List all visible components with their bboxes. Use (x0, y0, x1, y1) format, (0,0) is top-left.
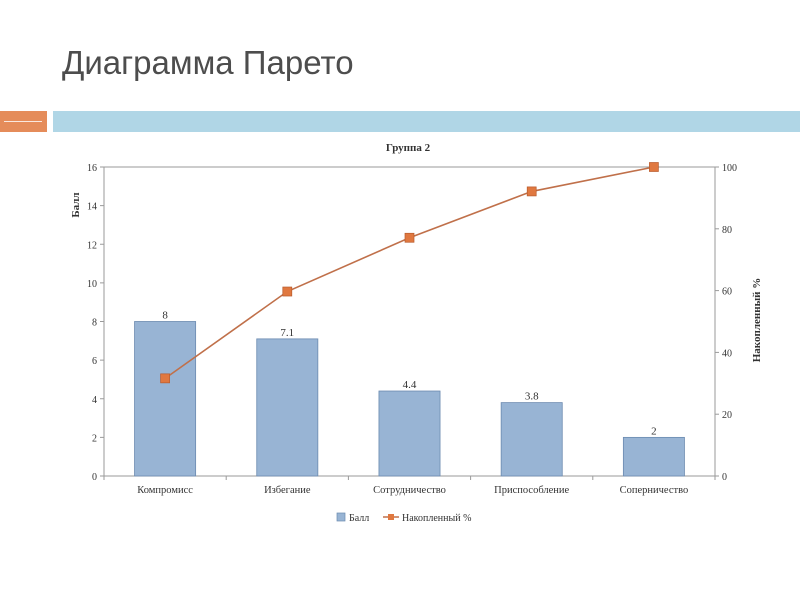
y-tick-label: 10 (87, 279, 97, 290)
bar (500, 402, 563, 477)
cumulative-point (404, 232, 415, 243)
y2-tick-label: 40 (722, 348, 732, 359)
legend-label-line: Накопленный % (402, 513, 471, 524)
accent-bar-left (0, 111, 47, 132)
legend: Балл Накопленный % (336, 512, 471, 524)
bar (378, 390, 441, 477)
y-tick-label: 0 (92, 472, 97, 483)
y2-tick-label: 80 (722, 225, 732, 236)
cumulative-line (164, 166, 655, 380)
y-tick-label: 2 (92, 433, 97, 444)
y-tick-label: 16 (87, 163, 97, 174)
bar-data-label: 2 (651, 425, 657, 437)
bar (134, 321, 197, 477)
slide-title: Диаграмма Парето (62, 44, 354, 81)
bar (256, 338, 319, 477)
x-tick-label: Компромисс (137, 485, 193, 496)
chart-title: Группа 2 (386, 142, 431, 154)
cumulative-point (649, 162, 659, 172)
y-tick-label: 8 (92, 318, 97, 329)
y-tick-label: 14 (87, 202, 97, 213)
y2-tick-label: 60 (722, 287, 732, 298)
x-tick-label: Сотрудничество (373, 485, 446, 496)
legend-swatch-marker (388, 514, 394, 520)
cumulative-point (526, 186, 537, 197)
y-tick-label: 6 (92, 356, 97, 367)
y2-tick-label: 20 (722, 410, 732, 421)
bar-data-label: 3.8 (525, 391, 539, 403)
legend-label-bars: Балл (349, 513, 369, 524)
bar-data-label: 4.4 (403, 379, 417, 391)
y2-tick-label: 0 (722, 472, 727, 483)
accent-bar-right (53, 111, 800, 132)
y-tick-label: 12 (87, 240, 97, 251)
x-tick-label: Избегание (264, 485, 311, 496)
cumulative-point (282, 286, 293, 297)
y-axis-label: Балл (70, 192, 82, 217)
y-tick-label: 4 (92, 395, 97, 406)
bar (622, 436, 685, 477)
y2-tick-label: 100 (722, 163, 737, 174)
y2-axis-label: Накопленный % (751, 278, 763, 363)
bar-data-label: 7.1 (280, 327, 294, 339)
legend-swatch-bars (336, 512, 346, 522)
x-tick-label: Приспособление (494, 485, 569, 496)
bar-data-label: 8 (162, 310, 168, 322)
cumulative-point (160, 373, 170, 384)
x-tick-label: Соперничество (620, 485, 689, 496)
